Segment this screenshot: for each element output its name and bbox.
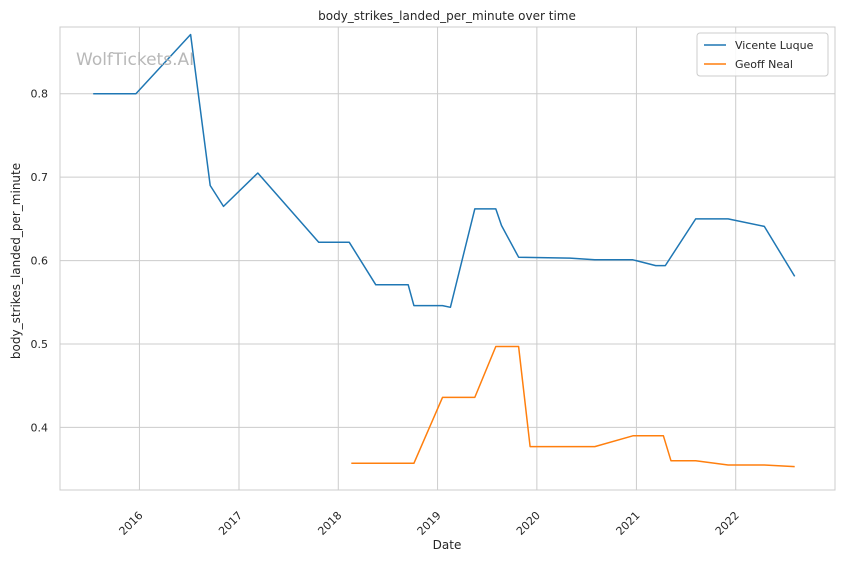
y-tick-label: 0.8 xyxy=(31,88,49,101)
plot-frame xyxy=(59,26,836,491)
y-tick-label: 0.5 xyxy=(31,338,49,351)
legend-box xyxy=(696,32,829,77)
series-line-geoff-neal xyxy=(351,345,795,468)
y-tick-label: 0.7 xyxy=(31,171,49,184)
y-tick-label: 0.4 xyxy=(31,421,49,434)
y-axis-label: body_strikes_landed_per_minute xyxy=(9,163,23,359)
series-line-vicente-luque xyxy=(93,33,796,309)
chart-title: body_strikes_landed_per_minute over time xyxy=(318,9,576,23)
legend: Vicente Luque Geoff Neal xyxy=(696,32,829,77)
watermark-text: WolfTickets.AI xyxy=(76,50,194,70)
series-layer xyxy=(93,33,796,468)
x-axis-label: Date xyxy=(433,538,462,552)
y-tick-label: 0.6 xyxy=(31,255,49,268)
legend-label: Geoff Neal xyxy=(735,58,793,71)
legend-label: Vicente Luque xyxy=(735,39,814,52)
plot-area xyxy=(60,27,835,490)
grid-lines xyxy=(60,27,835,490)
